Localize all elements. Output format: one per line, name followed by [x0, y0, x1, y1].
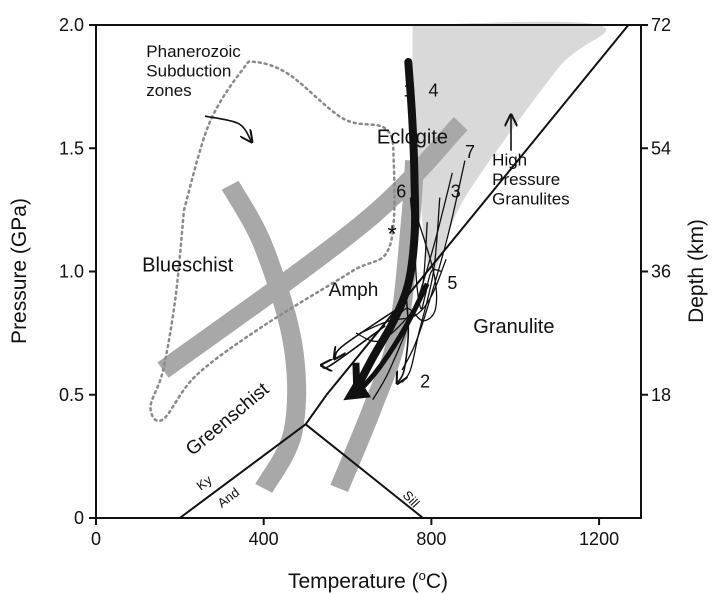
- x-tick-label-1: 400: [249, 529, 279, 549]
- facies-label-1: Blueschist: [142, 255, 234, 277]
- series-blueschist-greenschist-boundary-2: [221, 180, 307, 494]
- series-ky-and-6: [179, 423, 307, 519]
- y2-tick-label-2: 54: [651, 138, 671, 158]
- series-thin-path-10: [401, 160, 466, 371]
- series-and-sill-7: [304, 423, 424, 519]
- annotation-0-line-1: Subduction: [146, 62, 231, 81]
- path-label-7: 7: [465, 142, 475, 162]
- series-thin-arrow-18: [398, 296, 410, 382]
- series-thin-path-12: [388, 209, 438, 332]
- facies-label-4: Greenschist: [182, 378, 274, 460]
- annotation-2: *: [387, 221, 396, 248]
- y-tick-label-3: 1.5: [59, 138, 84, 158]
- y2-axis-label: Depth (km): [685, 219, 708, 323]
- series-eclogite-boundary-1: [157, 116, 468, 378]
- path-label-6: 6: [396, 182, 406, 202]
- series-pointer-22: [204, 115, 251, 141]
- series-subduction-envelope-8: [149, 60, 396, 423]
- series-hp-granulite-field-0: [412, 21, 607, 272]
- x-tick-label-0: 0: [91, 529, 101, 549]
- y-tick-label-1: 0.5: [59, 385, 84, 405]
- annotation-0-line-0: Phanerozoic: [146, 42, 241, 61]
- annotation-0-line-2: zones: [146, 81, 191, 100]
- boundary-lines: [149, 24, 630, 519]
- series-granulite-solidus-4: [325, 24, 630, 396]
- annotation-2-line-0: *: [387, 221, 396, 248]
- y-tick-label-2: 1.0: [59, 262, 84, 282]
- x-axis-label-unit: C): [426, 570, 448, 593]
- path-label-4: 4: [428, 80, 438, 100]
- facies-label-2: Amph: [329, 280, 379, 301]
- path-label-1: 1: [403, 80, 413, 100]
- y-axis-label: Pressure (GPa): [8, 198, 31, 344]
- mineral-label-sill: Sill: [400, 488, 423, 511]
- path-label-2: 2: [420, 371, 430, 391]
- x-tick-label-2: 800: [416, 529, 446, 549]
- x-axis-label-text: Temperature (: [288, 570, 419, 593]
- x-axis-label: Temperature (oC): [288, 568, 448, 593]
- mineral-label-ky: Ky: [194, 472, 216, 493]
- series-thick-path-19: [351, 58, 420, 394]
- y2-tick-label-3: 72: [651, 15, 671, 35]
- series-thin-path-14: [359, 258, 447, 334]
- series-thin-arrow-16: [335, 307, 399, 358]
- series-thin-arrow-17: [322, 325, 386, 368]
- x-tick-label-3: 1200: [579, 529, 619, 549]
- annotation-1-line-0: High: [492, 151, 527, 170]
- y-tick-label-4: 2.0: [59, 15, 84, 35]
- field-fills: [412, 21, 607, 272]
- annotation-1-line-2: Granulites: [492, 190, 569, 209]
- annotation-0: Phanerozoic Subduction zones: [146, 42, 241, 100]
- path-label-3: 3: [451, 182, 461, 202]
- facies-label-3: Granulite: [473, 316, 554, 338]
- annotation-1: High Pressure Granulites: [492, 151, 569, 209]
- y2-tick-label-0: 18: [651, 385, 671, 405]
- pt-paths: [204, 58, 511, 401]
- annotation-1-line-1: Pressure: [492, 170, 560, 189]
- y2-tick-label-1: 36: [651, 262, 671, 282]
- path-label-5: 5: [447, 273, 457, 293]
- series-ky-sill-5: [304, 394, 328, 425]
- x-axis-label-superscript: o: [419, 568, 426, 583]
- series-thick-arrow-20: [343, 282, 430, 401]
- facies-label-0: Eclogite: [377, 126, 448, 148]
- series-thick-stub-21: [352, 362, 361, 390]
- y-tick-label-0: 0: [74, 508, 84, 528]
